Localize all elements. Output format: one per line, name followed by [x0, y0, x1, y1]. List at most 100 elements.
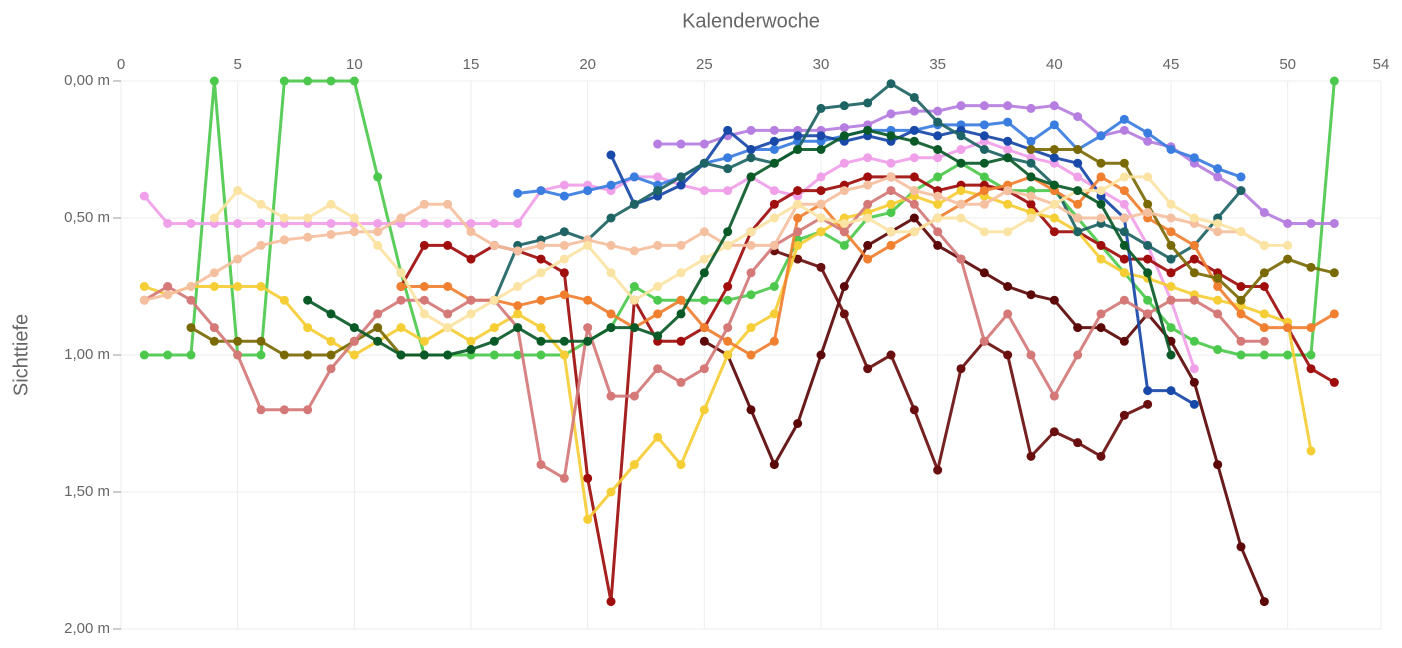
data-point [1283, 350, 1293, 360]
data-point [536, 336, 546, 346]
data-point [1026, 290, 1036, 300]
x-tick-label: 25 [696, 56, 713, 73]
data-point [1236, 172, 1246, 182]
data-point [1306, 323, 1316, 333]
data-point [326, 218, 336, 228]
x-tick-label: 20 [579, 56, 596, 73]
data-point [583, 336, 593, 346]
data-point [139, 191, 149, 201]
data-point [583, 514, 593, 524]
x-tick-label: 0 [117, 56, 125, 73]
data-point [1213, 460, 1223, 470]
data-point [606, 150, 616, 160]
data-point [1073, 145, 1083, 154]
data-point [1213, 345, 1223, 355]
data-point [1026, 213, 1036, 223]
data-point [723, 164, 733, 174]
data-point [373, 172, 383, 182]
data-point [909, 136, 919, 146]
data-point [1143, 399, 1153, 409]
data-point [816, 172, 826, 182]
data-point [1189, 254, 1199, 264]
data-point [676, 180, 686, 190]
data-point [606, 213, 616, 223]
data-point [303, 405, 313, 415]
data-point [1119, 158, 1129, 168]
data-point [1096, 451, 1106, 461]
data-point [256, 240, 266, 250]
data-point [536, 460, 546, 470]
data-point [816, 186, 826, 196]
data-point [1166, 213, 1176, 223]
data-point [1049, 391, 1059, 401]
data-point [676, 460, 686, 470]
data-point [699, 405, 709, 415]
data-point [886, 240, 896, 250]
data-point [489, 218, 499, 228]
data-point [1259, 323, 1269, 333]
data-point [163, 282, 173, 291]
data-point [1026, 103, 1036, 113]
data-point [326, 309, 336, 319]
data-point [1259, 597, 1269, 607]
data-point [979, 131, 989, 141]
data-point [419, 309, 429, 319]
data-point [886, 79, 896, 89]
data-point [1143, 199, 1153, 209]
data-point [443, 323, 453, 333]
data-point [956, 199, 966, 209]
data-point [629, 246, 639, 256]
data-point [303, 295, 313, 305]
data-point [1189, 364, 1199, 374]
data-point [1119, 172, 1129, 182]
data-point [1119, 295, 1129, 305]
data-point [909, 92, 919, 102]
data-point [349, 350, 359, 360]
data-point [676, 377, 686, 387]
data-point [466, 227, 476, 237]
data-point [653, 186, 663, 196]
data-point [606, 487, 616, 497]
data-point [933, 465, 943, 475]
data-point [1143, 172, 1153, 182]
data-point [559, 180, 569, 190]
data-point [466, 218, 476, 228]
data-point [466, 254, 476, 264]
data-point [419, 350, 429, 360]
data-point [863, 213, 873, 223]
data-point [746, 145, 756, 154]
data-point [746, 405, 756, 415]
data-point [1189, 399, 1199, 409]
data-point [606, 323, 616, 333]
data-point [979, 145, 989, 154]
data-point [1073, 186, 1083, 196]
series-line [773, 249, 1149, 472]
data-point [303, 213, 313, 223]
data-point [209, 213, 219, 223]
data-point [1143, 268, 1153, 278]
data-point [1119, 114, 1129, 124]
data-point [536, 254, 546, 264]
data-point [933, 106, 943, 116]
data-point [1026, 451, 1036, 461]
data-point [396, 268, 406, 278]
data-point [653, 331, 663, 341]
data-point [1143, 136, 1153, 146]
data-point [1003, 101, 1013, 111]
data-point [979, 268, 989, 278]
data-point [1119, 186, 1129, 196]
data-point [1143, 240, 1153, 250]
data-point [933, 153, 943, 163]
data-point [746, 240, 756, 250]
data-point [769, 158, 779, 168]
data-point [349, 336, 359, 346]
data-point [326, 350, 336, 360]
data-point [933, 191, 943, 201]
data-point [723, 336, 733, 346]
data-point [466, 345, 476, 355]
data-point [513, 350, 523, 360]
data-point [699, 323, 709, 333]
data-point [443, 199, 453, 209]
data-point [1259, 208, 1269, 218]
